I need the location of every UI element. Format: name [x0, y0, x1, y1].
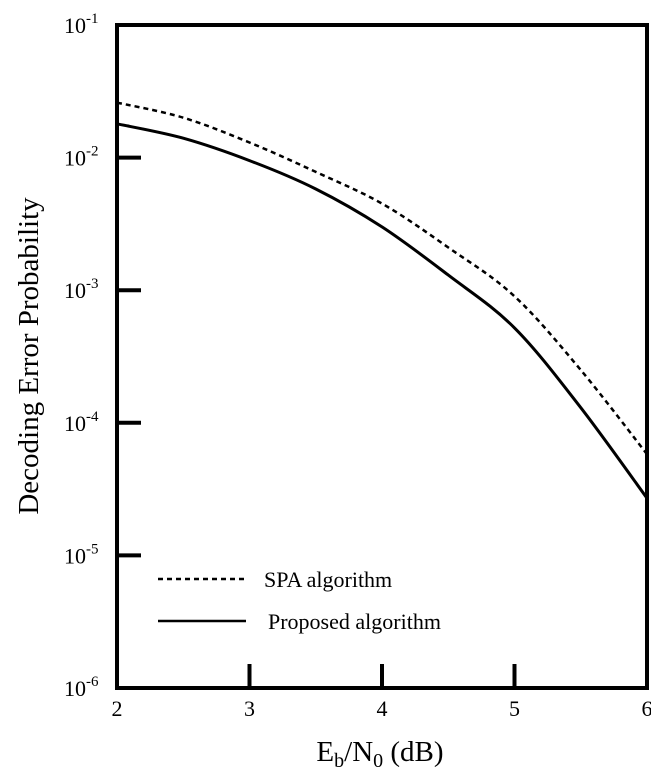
series-layer: [116, 101, 649, 500]
y-tick-label--3: 10-3: [64, 276, 99, 303]
x-axis-title-main: E: [316, 736, 334, 768]
x-tick-label-4: 4: [377, 696, 388, 721]
x-axis-title-mid: /N: [344, 736, 373, 768]
y-axis-title: Decoding Error Probability: [13, 197, 45, 515]
labels-layer: 2 3 4 5 6 10-1 10-2 10-3 10-4 10-5 10-6: [64, 11, 651, 721]
y-tick-label--6: 10-6: [64, 674, 99, 701]
series-line-0: [116, 101, 648, 455]
y-tick-label--2: 10-2: [64, 144, 99, 171]
x-axis-title: Eb/N0 (dB): [316, 736, 443, 772]
plot-frame: [115, 23, 649, 690]
x-axis-title-sub1: b: [334, 750, 344, 772]
x-tick-label-3: 3: [244, 696, 255, 721]
series-line-1: [116, 122, 649, 500]
x-axis-title-tail: (dB): [383, 736, 443, 768]
legend-label-spa: SPA algorithm: [264, 567, 392, 592]
x-tick-label-6: 6: [642, 696, 651, 721]
x-tick-label-2: 2: [112, 696, 123, 721]
legend-label-proposed: Proposed algorithm: [268, 609, 441, 634]
legend: SPA algorithm Proposed algorithm: [158, 567, 441, 634]
x-axis-title-sub2: 0: [373, 750, 383, 772]
ticks-layer: [117, 155, 517, 688]
y-tick-label--4: 10-4: [64, 409, 99, 436]
y-tick-label--1: 10-1: [64, 11, 99, 38]
x-tick-label-5: 5: [509, 696, 520, 721]
y-tick-label--5: 10-5: [64, 541, 99, 568]
